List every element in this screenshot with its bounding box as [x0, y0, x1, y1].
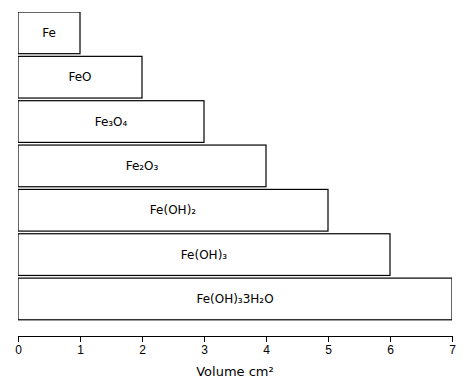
tick: 6 — [387, 336, 394, 357]
tick-mark — [452, 336, 453, 342]
x-axis-title: Volume cm² — [196, 364, 274, 379]
tick-label: 5 — [325, 343, 332, 357]
tick-mark — [80, 336, 81, 342]
category-label: FeO — [68, 70, 91, 84]
tick-mark — [328, 336, 329, 342]
tick-mark — [266, 336, 267, 342]
category-label: Fe₂O₃ — [126, 159, 159, 173]
tick-mark — [18, 336, 19, 342]
bar — [18, 56, 142, 98]
tick-label: 4 — [263, 343, 270, 357]
tick: 1 — [77, 336, 84, 357]
category-label: Fe(OH)₂ — [150, 203, 196, 217]
x-axis: 0 1 2 3 4 5 6 7 — [15, 336, 456, 357]
tick-label: 3 — [201, 343, 208, 357]
tick: 4 — [263, 336, 270, 357]
bar — [18, 278, 452, 320]
tick-label: 7 — [449, 343, 456, 357]
chart: Fe FeO Fe₃O₄ Fe₂O₃ Fe(OH)₂ Fe(OH)₃ Fe(OH)₃3H₂O… — [0, 0, 474, 388]
bars — [18, 12, 452, 320]
category-label: Fe — [42, 26, 56, 40]
tick-label: 2 — [139, 343, 146, 357]
tick-mark — [390, 336, 391, 342]
category-label: Fe(OH)₃3H₂O — [196, 292, 273, 306]
tick: 5 — [325, 336, 332, 357]
tick-mark — [142, 336, 143, 342]
tick: 3 — [201, 336, 208, 357]
category-label: Fe(OH)₃ — [181, 248, 227, 262]
bar — [18, 145, 266, 187]
category-label: Fe₃O₄ — [95, 115, 128, 129]
tick-mark — [204, 336, 205, 342]
tick: 2 — [139, 336, 146, 357]
bar — [18, 234, 390, 276]
tick: 7 — [449, 336, 456, 357]
tick-label: 0 — [15, 343, 22, 357]
tick: 0 — [15, 336, 22, 357]
axis-line — [19, 337, 453, 343]
bar — [18, 12, 80, 54]
bar — [18, 101, 204, 143]
category-labels: Fe FeO Fe₃O₄ Fe₂O₃ Fe(OH)₂ Fe(OH)₃ Fe(OH)₃3H₂O — [42, 26, 273, 306]
tick-label: 1 — [77, 343, 84, 357]
tick-label: 6 — [387, 343, 394, 357]
bar — [18, 189, 328, 231]
plot: Fe FeO Fe₃O₄ Fe₂O₃ Fe(OH)₂ Fe(OH)₃ Fe(OH)₃3H₂O… — [15, 12, 456, 357]
